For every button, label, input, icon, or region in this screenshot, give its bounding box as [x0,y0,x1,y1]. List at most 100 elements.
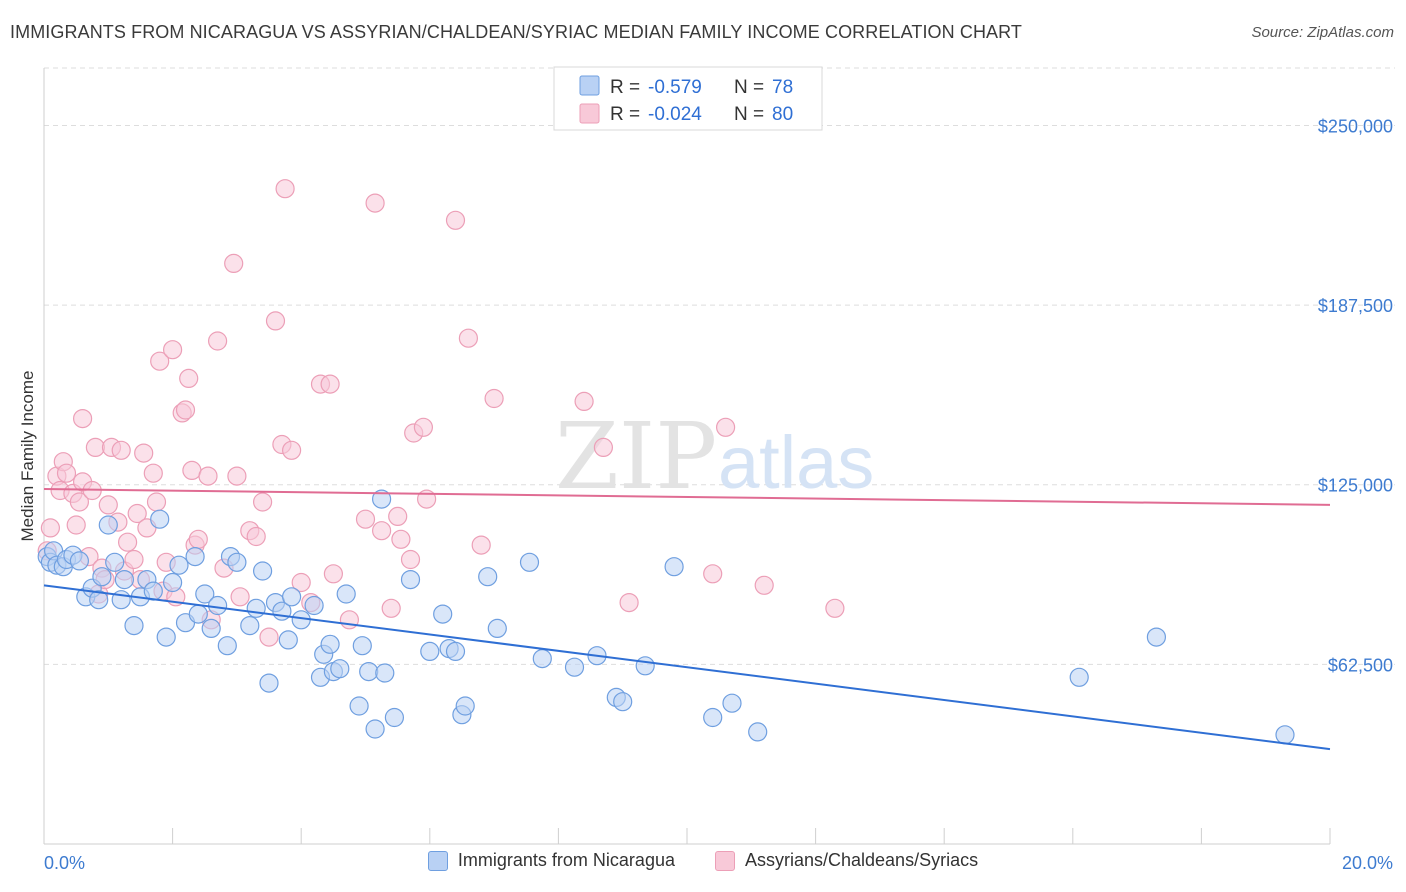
nicaragua-point [400,569,421,590]
x-tick-label-min: 0.0% [44,853,85,873]
series-assyrian-points [37,179,845,647]
nicaragua-point [185,546,205,567]
nicaragua-point [433,604,453,624]
legend-swatch-assyrian-bottom [714,850,735,871]
nicaragua-point [349,696,369,716]
assyrian-point [66,515,86,535]
assyrian-point [574,391,594,411]
assyrian-point [208,331,228,351]
nicaragua-point [420,641,440,662]
nicaragua-point [105,552,125,572]
assyrian-point [143,463,163,483]
trendline-assyrian [43,488,1331,506]
legend-label-nicaragua: Immigrants from Nicaragua [457,850,675,870]
assyrian-point [445,210,466,230]
assyrian-point [146,492,167,512]
nicaragua-point [365,719,385,739]
trend-lines [43,488,1331,751]
nicaragua-point [259,673,279,693]
assyrian-point [291,572,311,593]
nicaragua-point [217,636,237,656]
nicaragua-point [282,587,302,607]
nicaragua-point [703,707,723,728]
assyrian-point [391,529,411,549]
nicaragua-point [98,515,118,535]
legend-r-label-2: R = [610,104,640,125]
assyrian-point [388,506,408,527]
assyrian-point [400,549,421,570]
source-label: Source: ZipAtlas.com [1251,24,1394,41]
nicaragua-point [92,567,112,587]
watermark-atlas: atlas [718,421,874,504]
watermark-zip: ZIP [555,403,717,510]
nicaragua-point [278,630,298,650]
assyrian-point [230,587,250,607]
assyrian-point [323,564,343,584]
nicaragua-point [227,552,247,572]
nicaragua-point [320,634,340,654]
nicaragua-point [532,648,552,669]
assyrian-point [40,518,61,538]
nicaragua-point [201,618,221,639]
x-ticks [172,828,1331,844]
y-tick-label: $125,000 [1318,476,1393,496]
assyrian-point [227,466,247,486]
y-tick-labels: $62,500 $125,000 $187,500 $250,000 [1318,116,1393,675]
assyrian-point [85,437,106,457]
assyrian-point [320,374,340,394]
assyrian-point [265,311,286,331]
x-tick-label-max: 20.0% [1342,853,1393,873]
legend-item-assyrian: Assyrians/Chaldeans/Syriacs [714,850,978,871]
nicaragua-point [163,572,183,593]
nicaragua-point [195,584,215,604]
assyrian-point [372,521,392,541]
y-axis-label: Median Family Income [18,370,37,541]
nicaragua-point [478,567,498,587]
assyrian-point [471,535,491,555]
nicaragua-point [336,584,356,604]
assyrian-point [98,495,118,515]
legend-n-label-2: N = [734,104,764,125]
nicaragua-point [208,595,228,616]
nicaragua-point [487,618,507,639]
assyrian-point [754,575,774,595]
nicaragua-point [124,615,144,636]
trendline-nicaragua [43,584,1331,751]
nicaragua-point [384,707,404,728]
nicaragua-point [352,636,372,656]
watermark: ZIP atlas [555,403,874,510]
assyrian-point [246,526,266,547]
chart-title: IMMIGRANTS FROM NICARAGUA VS ASSYRIAN/CH… [10,22,1023,42]
nicaragua-point [613,692,633,712]
assyrian-point [224,253,244,273]
assyrian-point [134,443,154,463]
legend-box: R = -0.579 N = 78 R = -0.024 N = 80 [553,66,823,131]
assyrian-point [703,564,723,584]
nicaragua-point [359,661,379,682]
assyrian-point [458,328,478,348]
series-nicaragua-points [37,489,1295,745]
nicaragua-point [246,598,266,618]
assyrian-point [413,417,433,437]
assyrian-point [484,388,504,409]
assyrian-point [365,193,385,213]
assyrian-point [198,466,218,486]
assyrian-point [163,340,183,360]
nicaragua-point [169,555,189,575]
nicaragua-point [1069,667,1089,687]
nicaragua-point [372,489,392,509]
assyrian-point [182,460,202,480]
nicaragua-point [150,509,170,529]
assyrian-point [355,509,376,529]
nicaragua-point [722,693,742,713]
y-tick-label: $187,500 [1318,296,1393,316]
assyrian-point [150,351,170,371]
assyrian-point [825,598,845,618]
nicaragua-point [89,590,109,610]
nicaragua-point [1275,725,1295,745]
assyrian-point [282,440,302,460]
assyrian-point [117,532,138,552]
nicaragua-point [375,663,395,683]
nicaragua-point [156,627,176,647]
